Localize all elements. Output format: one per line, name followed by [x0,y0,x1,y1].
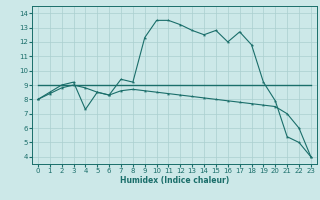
X-axis label: Humidex (Indice chaleur): Humidex (Indice chaleur) [120,176,229,185]
